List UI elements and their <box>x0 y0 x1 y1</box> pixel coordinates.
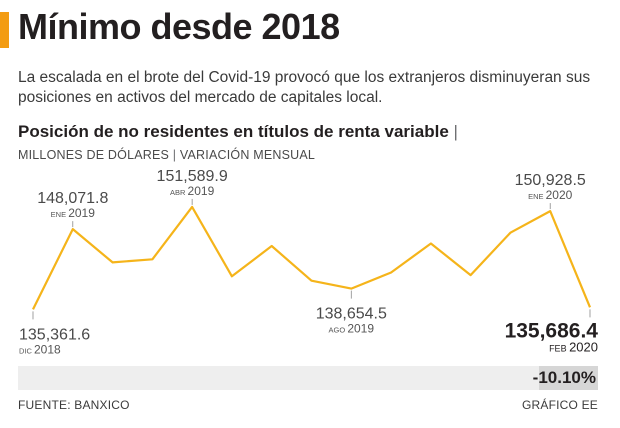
data-label-month: ENE <box>528 192 546 201</box>
data-label-month: AGO <box>329 326 348 335</box>
data-label-month: ABR <box>170 188 188 197</box>
data-label-value: 138,654.5 <box>316 306 387 323</box>
units-separator: | <box>172 148 177 162</box>
chart-units: MILLONES DE DÓLARES | VARIACIÓN MENSUAL <box>18 148 315 162</box>
data-label-month: ENE <box>51 210 69 219</box>
data-label-date: DIC 2018 <box>19 342 61 356</box>
chart-title-text: Posición de no residentes en títulos de … <box>18 122 449 141</box>
source-label: FUENTE: BANXICO <box>18 398 130 412</box>
data-label-date: ENE 2019 <box>51 206 96 220</box>
data-label-year: 2020 <box>546 188 573 202</box>
data-label-value: 135,686.4 <box>505 319 599 342</box>
data-label-year: 2018 <box>34 342 61 356</box>
data-label-value: 148,071.8 <box>37 190 108 207</box>
data-label-month: DIC <box>19 346 34 355</box>
data-label-value: 150,928.5 <box>515 172 586 189</box>
credit-label: GRÁFICO EE <box>521 398 598 412</box>
data-label-year: 2019 <box>68 206 95 220</box>
units-label: MILLONES DE DÓLARES <box>18 148 170 162</box>
data-label-month: FEB <box>549 343 569 353</box>
change-bar: -10.10% <box>18 366 598 390</box>
data-label-year: 2019 <box>347 322 374 336</box>
change-bar-fill <box>539 366 598 390</box>
data-label-date: FEB 2020 <box>549 339 598 354</box>
data-label-value: 151,589.9 <box>157 168 228 185</box>
units-extra-label: VARIACIÓN MENSUAL <box>179 148 316 162</box>
data-label-date: ABR 2019 <box>170 184 215 198</box>
title-accent-bar <box>0 12 9 48</box>
series-line <box>32 205 592 310</box>
page-title: Mínimo desde 2018 <box>18 6 340 47</box>
chart-title: Posición de no residentes en títulos de … <box>18 122 458 142</box>
data-label-year: 2020 <box>569 339 598 354</box>
data-label-value: 135,361.6 <box>19 326 90 343</box>
data-label-year: 2019 <box>188 184 215 198</box>
chart-title-separator: | <box>453 122 458 141</box>
page-subtitle: La escalada en el brote del Covid-19 pro… <box>18 69 591 106</box>
data-label-date: AGO 2019 <box>329 322 375 336</box>
change-value: -10.10% <box>532 368 596 387</box>
data-label-date: ENE 2020 <box>528 188 573 202</box>
